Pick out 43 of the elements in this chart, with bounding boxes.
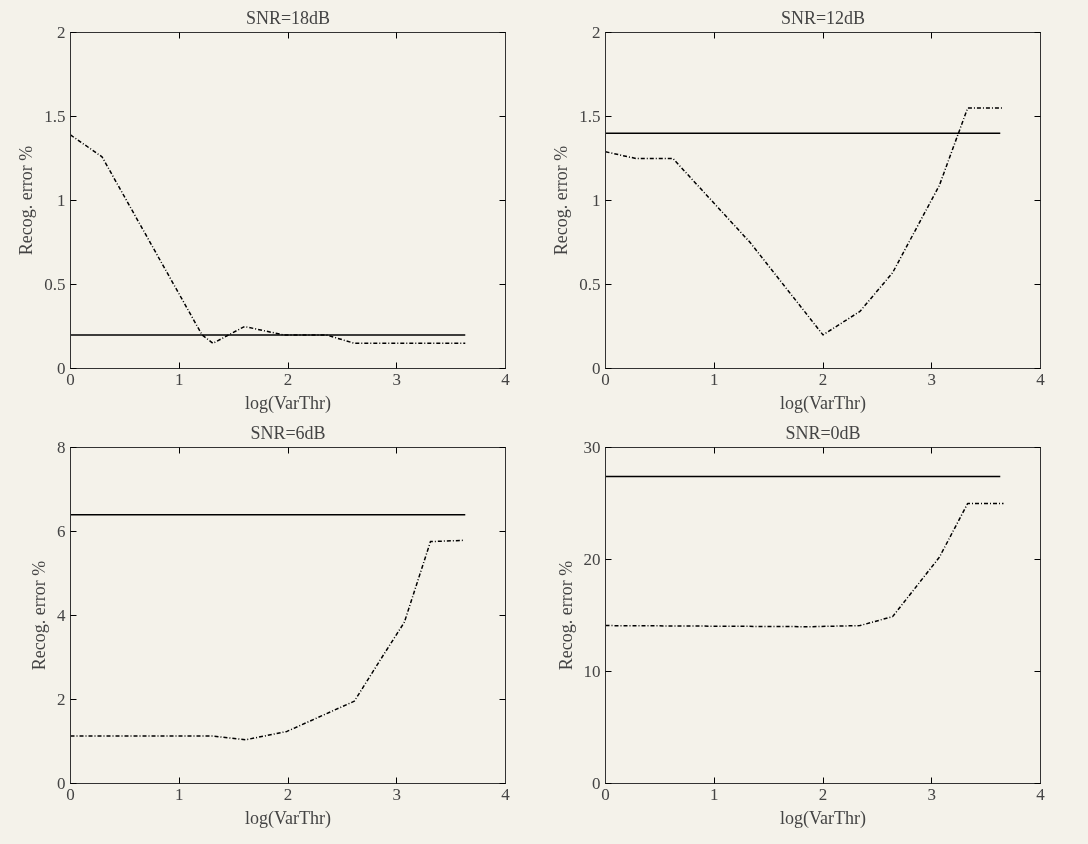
y-tick-label: 6 — [57, 522, 66, 541]
x-tick-label: 1 — [175, 784, 184, 804]
y-axis-title: Recog. error % — [551, 145, 572, 256]
x-tick-label: 3 — [392, 784, 401, 804]
x-tick-label: 3 — [927, 369, 936, 389]
chart-title: SNR=0dB — [785, 422, 861, 443]
y-tick-label: 0.5 — [44, 275, 66, 294]
y-tick-label: 30 — [583, 438, 601, 457]
y-axis-title: Recog. error % — [555, 560, 576, 671]
y-tick-label: 1.5 — [579, 107, 601, 126]
y-axis-title: Recog. error % — [16, 145, 37, 256]
x-tick-label: 1 — [710, 784, 719, 804]
x-tick-label: 2 — [818, 784, 828, 804]
x-tick-label: 4 — [1036, 784, 1046, 804]
y-tick-label: 2 — [57, 23, 66, 42]
chart-title: SNR=6dB — [250, 422, 326, 443]
x-tick-label: 2 — [283, 784, 293, 804]
x-tick-label: 4 — [1036, 369, 1046, 389]
x-axis-title: log(VarThr) — [245, 807, 331, 829]
y-tick-label: 1.5 — [44, 107, 66, 126]
x-tick-label: 4 — [501, 784, 511, 804]
y-axis-title: Recog. error % — [29, 560, 49, 671]
x-tick-label: 1 — [175, 369, 184, 389]
x-tick-label: 1 — [710, 369, 719, 389]
y-tick-label: 4 — [57, 606, 66, 625]
x-axis-title: log(VarThr) — [780, 392, 866, 414]
x-tick-label: 4 — [501, 369, 511, 389]
x-axis-title: log(VarThr) — [780, 807, 866, 829]
chart-title: SNR=18dB — [245, 7, 331, 28]
x-tick-label: 3 — [927, 784, 936, 804]
y-tick-label: 10 — [583, 662, 601, 681]
x-axis-title: log(VarThr) — [245, 392, 331, 414]
chart-title: SNR=12dB — [780, 7, 866, 28]
x-tick-label: 2 — [818, 369, 828, 389]
y-tick-label: 20 — [583, 550, 601, 569]
x-tick-label: 3 — [392, 369, 401, 389]
y-tick-label: 0.5 — [579, 275, 601, 294]
y-tick-label: 1 — [57, 191, 66, 210]
y-tick-label: 2 — [592, 23, 601, 42]
y-tick-label: 8 — [57, 438, 66, 457]
y-tick-label: 1 — [592, 191, 601, 210]
x-tick-label: 2 — [283, 369, 293, 389]
y-tick-label: 2 — [57, 690, 66, 709]
